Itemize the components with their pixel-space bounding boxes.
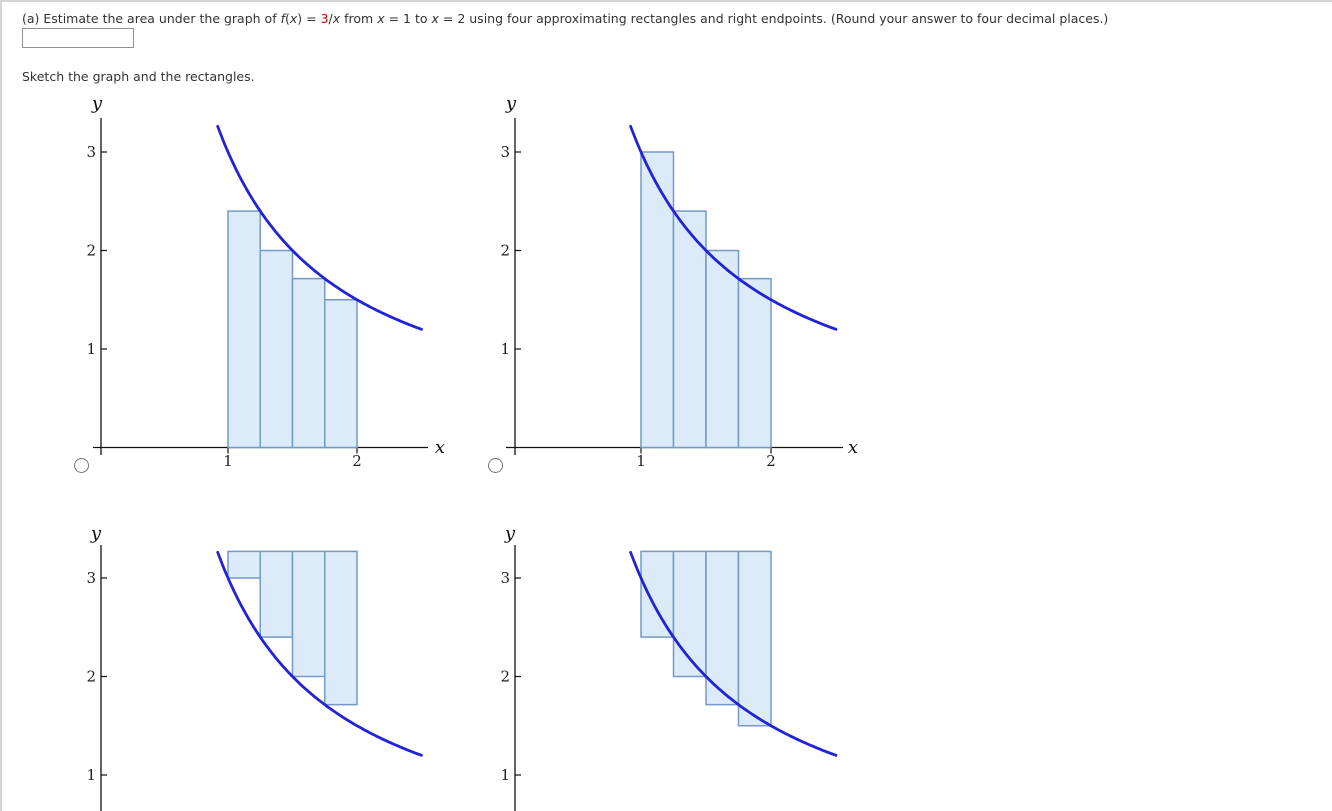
question-segment: = 1 to — [384, 11, 432, 26]
question-segment: x — [289, 11, 298, 26]
function-curve — [629, 124, 838, 331]
riemann-rectangle — [259, 249, 294, 449]
x-axis-label: x — [435, 437, 445, 458]
riemann-rectangle — [324, 550, 358, 706]
riemann-rectangle — [259, 550, 294, 638]
y-tick-label: 2 — [86, 242, 96, 260]
riemann-rectangle — [640, 550, 675, 638]
riemann-rectangle — [227, 210, 261, 449]
y-axis-label: y — [505, 93, 517, 114]
y-axis-label: y — [504, 523, 516, 544]
question-segment: from — [340, 11, 378, 26]
x-tick-label: 2 — [352, 452, 362, 470]
y-tick-label: 1 — [500, 340, 510, 358]
graph-option-4: 1 2 3 y — [500, 523, 838, 811]
riemann-rectangle — [672, 550, 707, 678]
sketch-prompt: Sketch the graph and the rectangles. — [22, 69, 255, 84]
radio-option-2[interactable] — [488, 458, 503, 473]
function-curve — [629, 550, 838, 757]
radio-option-1[interactable] — [74, 458, 89, 473]
graph-option-2: 1 2 3 1 2 y x — [500, 93, 858, 470]
question-segment: / — [328, 11, 333, 26]
panel-border-top — [0, 0, 1332, 2]
riemann-rectangle — [737, 550, 772, 727]
question-segment: ) = — [297, 11, 321, 26]
y-axis-label: y — [90, 523, 102, 544]
function-curve — [216, 550, 423, 757]
x-tick-label: 2 — [766, 452, 776, 470]
riemann-rectangle — [324, 299, 358, 449]
y-tick-label: 3 — [500, 143, 510, 161]
graph-option-1: 1 2 3 1 2 y x — [86, 93, 445, 470]
y-tick-label: 3 — [86, 569, 96, 587]
y-tick-label: 2 — [86, 668, 96, 686]
x-tick-label: 1 — [223, 452, 233, 470]
x-axis-label: x — [848, 437, 858, 458]
question-segment: f — [280, 11, 285, 26]
y-tick-label: 3 — [86, 143, 96, 161]
y-tick-label: 3 — [500, 569, 510, 587]
y-tick-label: 2 — [500, 242, 510, 260]
question-segment: x — [431, 11, 439, 26]
graph-option-3: 1 2 3 y — [86, 523, 423, 811]
question-segment: ( — [284, 11, 290, 26]
question-segment: x — [332, 11, 341, 26]
y-tick-label: 2 — [500, 668, 510, 686]
riemann-rectangle — [640, 151, 675, 449]
y-axis-label: y — [91, 93, 103, 114]
answer-input[interactable] — [22, 28, 134, 48]
panel-border-left — [0, 0, 2, 811]
x-tick-label: 1 — [636, 452, 646, 470]
question-segment: 3 — [320, 11, 329, 26]
question-segment: = 2 using four approximating rectangles … — [438, 11, 1109, 26]
y-tick-label: 1 — [86, 766, 96, 784]
question-segment: (a) Estimate the area under the graph of — [22, 11, 281, 26]
riemann-rectangle — [227, 550, 261, 579]
y-tick-label: 1 — [500, 766, 510, 784]
riemann-rectangle — [737, 277, 772, 449]
question-segment: x — [377, 11, 385, 26]
y-tick-label: 1 — [86, 340, 96, 358]
riemann-rectangle — [705, 550, 740, 706]
riemann-rectangle — [291, 550, 326, 678]
riemann-rectangle — [705, 249, 740, 449]
question-text: (a) Estimate the area under the graph of… — [22, 11, 1108, 26]
function-curve — [216, 124, 423, 331]
riemann-rectangle — [291, 277, 326, 449]
